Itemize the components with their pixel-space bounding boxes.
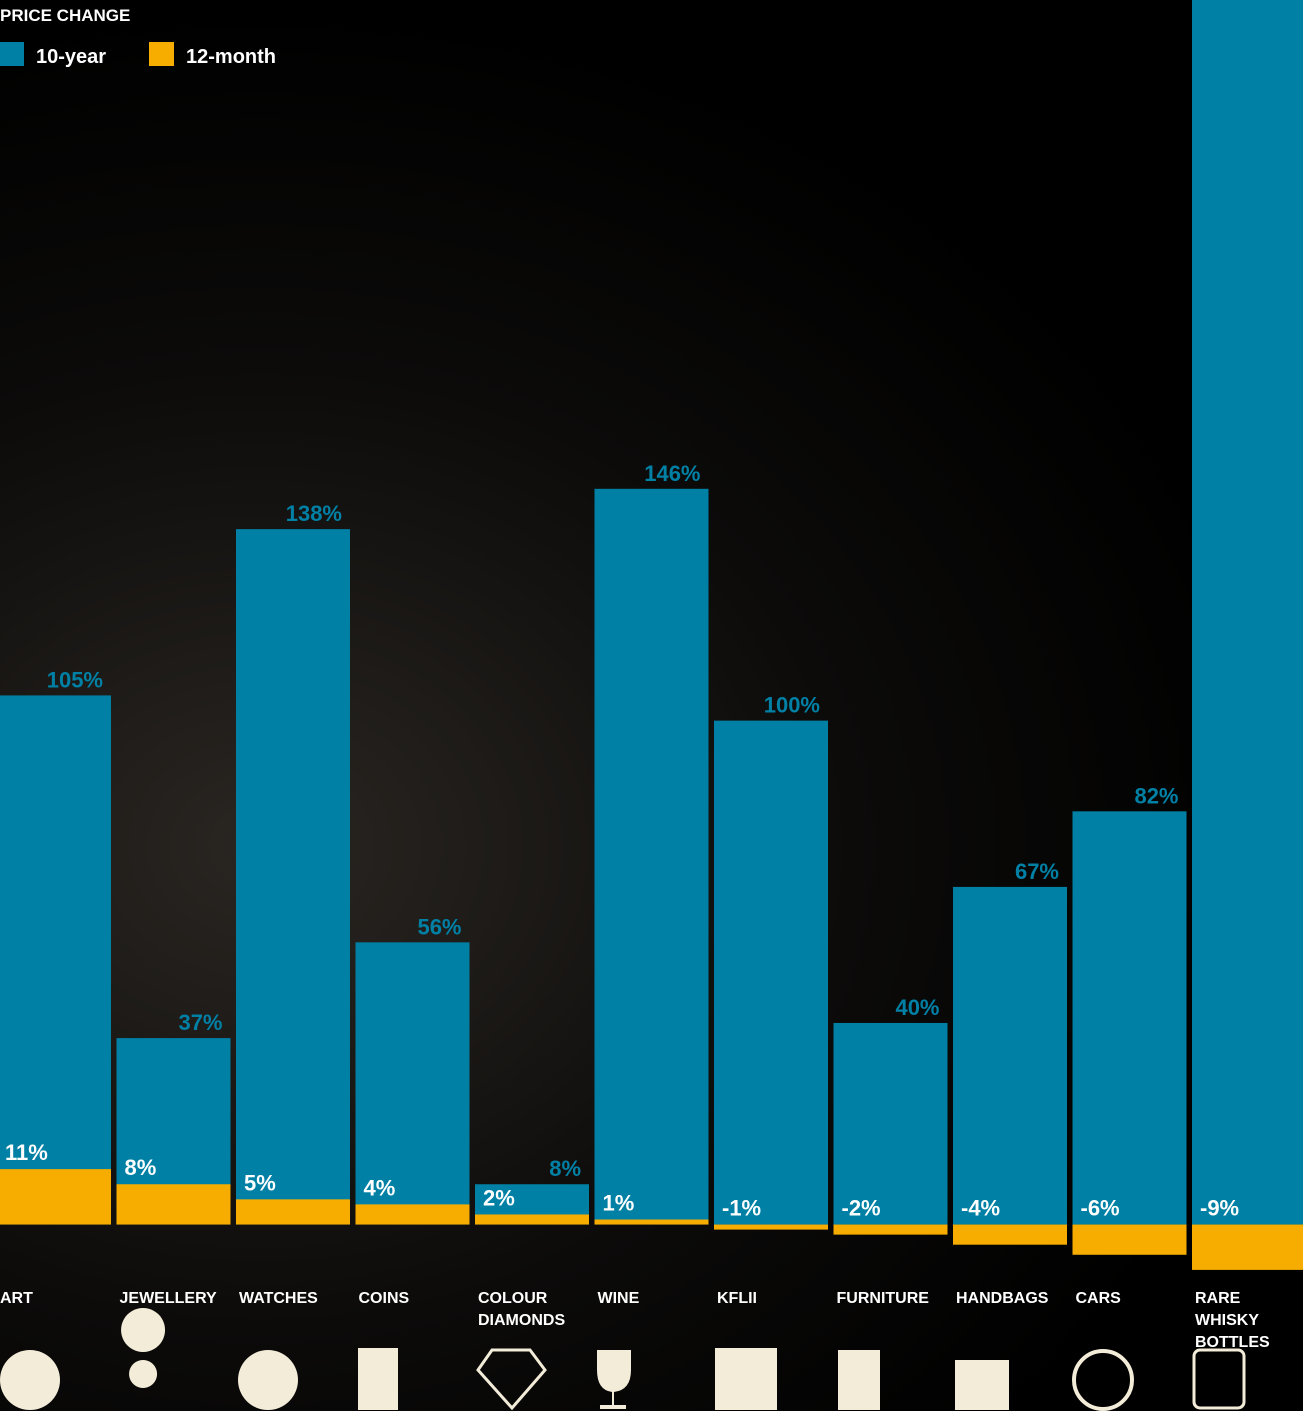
bar [0,695,111,1225]
icons [0,1308,1246,1411]
bar [236,1199,350,1225]
x-tick-label: HANDBAGS [956,1290,1049,1307]
bar [0,1169,111,1225]
bar [714,720,828,1225]
value-label: -1% [722,1196,761,1221]
value-label: 40% [895,995,939,1020]
bar [1072,811,1187,1225]
x-tick-label: FURNITURE [836,1290,929,1307]
value-label: -4% [961,1196,1000,1221]
value-label: 100% [764,693,820,718]
value-label: 105% [47,667,103,692]
bar [1072,1224,1187,1255]
bar [833,1224,948,1235]
legend-swatch [149,42,174,66]
chart-title: PRICE CHANGE [0,6,130,25]
value-label: -2% [842,1196,881,1221]
value-label: 56% [417,914,461,939]
x-tick-label: KFLII [717,1290,757,1307]
bar [714,1224,828,1230]
x-tick-label: JEWELLERY [119,1290,217,1307]
x-tick-label: ART [0,1290,33,1307]
legend-label: 12-month [186,46,276,68]
value-label: -6% [1081,1196,1120,1221]
bar [355,942,470,1225]
bar [236,529,350,1225]
bar [1192,0,1303,1225]
legend-swatch [0,42,24,66]
value-label: 4% [364,1175,396,1200]
legend-label: 10-year [36,46,106,68]
bar [833,1022,948,1225]
bar [953,886,1067,1225]
value-label: 37% [178,1010,222,1035]
x-tick-label: WINE [597,1290,640,1307]
bar [953,1224,1067,1245]
x-tick-label: COINS [358,1290,410,1307]
bar [594,1219,709,1225]
bar [116,1184,231,1225]
bar [355,1204,470,1225]
x-tick-label: WATCHES [239,1290,318,1307]
x-tick-label: COLOUR DIAMONDS [478,1290,566,1329]
value-label: 11% [5,1140,48,1165]
value-label: 2% [483,1185,515,1210]
value-label: 1% [603,1191,635,1216]
value-label: 8% [549,1156,581,1181]
value-label: 146% [644,461,700,486]
bar [475,1214,589,1225]
value-label: 5% [244,1170,276,1195]
value-label: -9% [1200,1196,1239,1221]
bar [1192,1224,1303,1270]
value-label: 138% [286,501,342,526]
bar [594,488,709,1225]
value-label: 67% [1015,859,1059,884]
x-tick-label: CARS [1075,1290,1121,1307]
value-label: 82% [1134,783,1178,808]
x-tick-label: RARE WHISKY BOTTLES [1195,1290,1270,1351]
value-label: 8% [125,1155,157,1180]
